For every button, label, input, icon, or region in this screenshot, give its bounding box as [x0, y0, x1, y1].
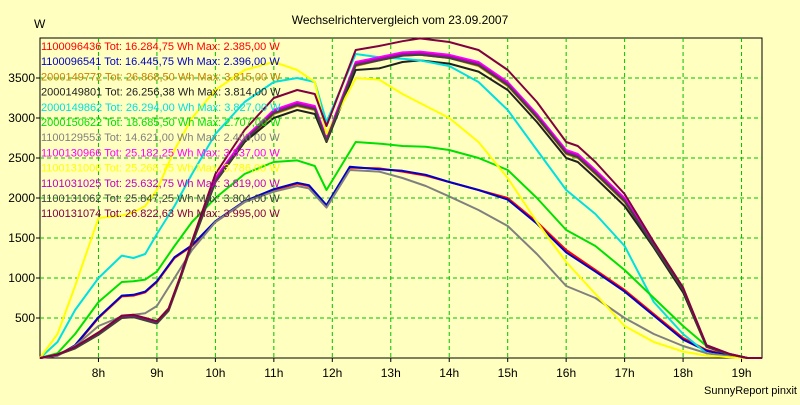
legend-entry-3: 2000149772 Tot: 26.868,50 Wh Max: 3.815,…: [41, 71, 281, 83]
legend-entry-2: 1100096541 Tot: 16.445,75 Wh Max: 2.396,…: [41, 56, 280, 68]
y-tick-label: 500: [15, 311, 35, 325]
legend-entry-4: 2000149801 Tot: 26.256,38 Wh Max: 3.814,…: [41, 87, 281, 99]
x-tick-label: 9h: [150, 366, 163, 380]
y-tick-label: 2500: [8, 151, 35, 165]
y-tick-label: 1000: [8, 271, 35, 285]
series-line-5: [39, 53, 762, 359]
legend-entry-8: 1100130966 Tot: 25.182,25 Wh Max: 3.837,…: [41, 147, 280, 159]
x-tick-label: 15h: [498, 366, 518, 380]
legend-entry-12: 1100131074 Tot: 26.822,63 Wh Max: 3.995,…: [41, 208, 280, 220]
x-tick-label: 12h: [322, 366, 342, 380]
y-tick-label: 1500: [8, 231, 35, 245]
legend-entry-6: 2000150622 Tot: 18.685,50 Wh Max: 2.707,…: [41, 117, 281, 129]
legend-entry-5: 2000149862 Tot: 26.294,00 Wh Max: 3.827,…: [41, 102, 281, 114]
footer-credit: SunnyReport pinxit: [704, 385, 797, 397]
legend-entry-11: 1100131062 Tot: 25.847,25 Wh Max: 3.804,…: [41, 193, 280, 205]
series-lines: [39, 37, 762, 359]
series-line-2: [39, 165, 762, 359]
x-axis-ticks: 8h 9h 10h 11h 12h 13h 14h 15h 16h 17h 18h 19h: [92, 358, 752, 380]
x-tick-label: 11h: [264, 366, 283, 380]
x-tick-label: 8h: [92, 366, 105, 380]
legend-entry-10: 1101031025 Tot: 25.632,75 Wh Max: 3.819,…: [41, 178, 280, 190]
y-axis-ticks: 500 1000 1500 2000 2500 3000 3500: [8, 71, 40, 325]
x-tick-label: 10h: [205, 366, 225, 380]
x-tick-label: 16h: [556, 366, 576, 380]
legend-entry-9: 1100131006 Tot: 25.268,75 Wh Max: 3.786,…: [41, 163, 280, 175]
x-tick-label: 13h: [381, 366, 401, 380]
series-line-7: [39, 169, 762, 359]
legend: 1100096436 Tot: 16.284,75 Wh Max: 2.385,…: [41, 41, 281, 220]
x-tick-label: 14h: [439, 366, 459, 380]
chart-title: Wechselrichtervergleich vom 23.09.2007: [292, 13, 509, 27]
series-line-9: [39, 61, 762, 359]
legend-entry-7: 1100129553 Tot: 14.621,00 Wh Max: 2.400,…: [41, 132, 280, 144]
series-line-12: [39, 37, 762, 359]
y-tick-label: 3000: [8, 111, 35, 125]
legend-entry-1: 1100096436 Tot: 16.284,75 Wh Max: 2.385,…: [41, 41, 280, 53]
y-tick-label: 3500: [8, 71, 35, 85]
series-line-6: [39, 141, 762, 359]
x-tick-label: 19h: [732, 366, 752, 380]
series-line-11: [39, 53, 762, 359]
x-tick-label: 18h: [673, 366, 693, 380]
y-tick-label: 2000: [8, 191, 35, 205]
y-axis-label: W: [34, 17, 46, 31]
x-tick-label: 17h: [615, 366, 635, 380]
